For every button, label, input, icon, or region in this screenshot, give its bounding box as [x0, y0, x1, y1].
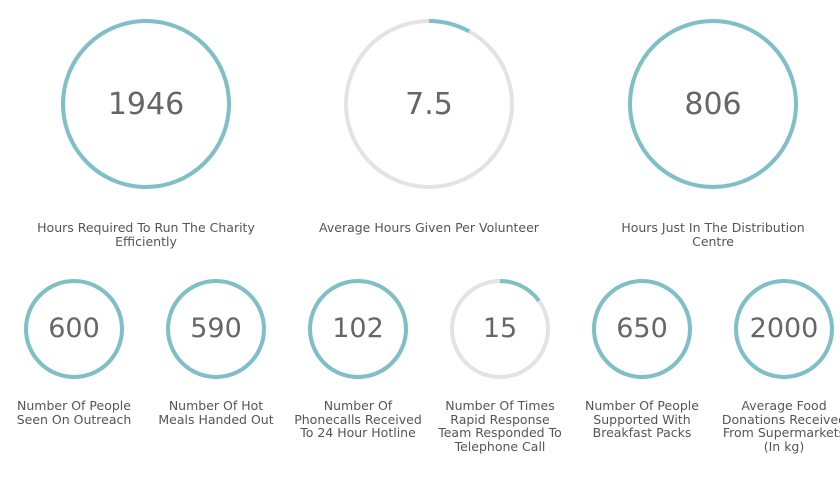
progress-ring — [308, 279, 408, 379]
stat-breakfast-packs: 650 Number Of People Supported With Brea… — [585, 279, 699, 479]
progress-arc — [450, 279, 550, 379]
progress-arc — [344, 19, 514, 189]
stat-rapid-response: 15 Number Of Times Rapid Response Team R… — [438, 279, 562, 479]
progress-ring-svg — [308, 279, 408, 379]
progress-arc — [308, 279, 408, 379]
progress-ring — [344, 19, 514, 189]
stat-label: Hours Required To Run The Charity Effici… — [37, 220, 255, 249]
stat-phonecalls: 102 Number Of Phonecalls Received To 24 … — [294, 279, 422, 479]
progress-ring-svg — [61, 19, 231, 189]
progress-arc — [166, 279, 266, 379]
progress-ring — [628, 19, 798, 189]
progress-ring — [24, 279, 124, 379]
progress-ring-svg — [344, 19, 514, 189]
stat-label: Average Food Donations Received From Sup… — [721, 398, 840, 454]
stat-hours-required: 1946 Hours Required To Run The Charity E… — [37, 19, 255, 259]
progress-arc — [61, 19, 231, 189]
progress-arc — [628, 19, 798, 189]
progress-ring-svg — [628, 19, 798, 189]
progress-arc — [592, 279, 692, 379]
stat-hot-meals: 590 Number Of Hot Meals Handed Out — [158, 279, 274, 479]
progress-ring — [450, 279, 550, 379]
progress-ring — [592, 279, 692, 379]
progress-arc — [734, 279, 834, 379]
stat-value: 15 — [482, 313, 518, 344]
stat-label: Number Of People Seen On Outreach — [16, 398, 132, 427]
stat-label: Number Of Hot Meals Handed Out — [158, 398, 274, 427]
stat-label: Number Of Phonecalls Received To 24 Hour… — [294, 398, 422, 440]
stat-value: 7.5 — [405, 87, 453, 122]
stat-label: Number Of People Supported With Breakfas… — [585, 398, 699, 440]
stat-value: 102 — [332, 313, 384, 344]
progress-ring — [61, 19, 231, 189]
stat-label: Average Hours Given Per Volunteer — [319, 220, 539, 235]
stat-value: 1946 — [107, 87, 185, 122]
stat-value: 650 — [616, 313, 668, 344]
stat-label: Number Of Times Rapid Response Team Resp… — [438, 398, 562, 454]
progress-ring-svg — [734, 279, 834, 379]
progress-ring-svg — [24, 279, 124, 379]
progress-ring-svg — [166, 279, 266, 379]
progress-ring-svg — [450, 279, 550, 379]
stat-people-outreach: 600 Number Of People Seen On Outreach — [17, 279, 131, 479]
stat-label: Hours Just In The Distribution Centre — [621, 220, 805, 249]
stat-value: 590 — [190, 313, 242, 344]
progress-ring — [166, 279, 266, 379]
progress-arc — [24, 279, 124, 379]
progress-ring — [734, 279, 834, 379]
stat-value: 806 — [684, 87, 742, 122]
stat-value: 600 — [48, 313, 100, 344]
stat-hours-distribution-centre: 806 Hours Just In The Distribution Centr… — [621, 19, 805, 259]
progress-ring-svg — [592, 279, 692, 379]
stat-food-donations: 2000 Average Food Donations Received Fro… — [722, 279, 840, 479]
stat-value: 2000 — [749, 313, 819, 344]
stat-average-hours-per-volunteer: 7.5 Average Hours Given Per Volunteer — [319, 19, 539, 259]
